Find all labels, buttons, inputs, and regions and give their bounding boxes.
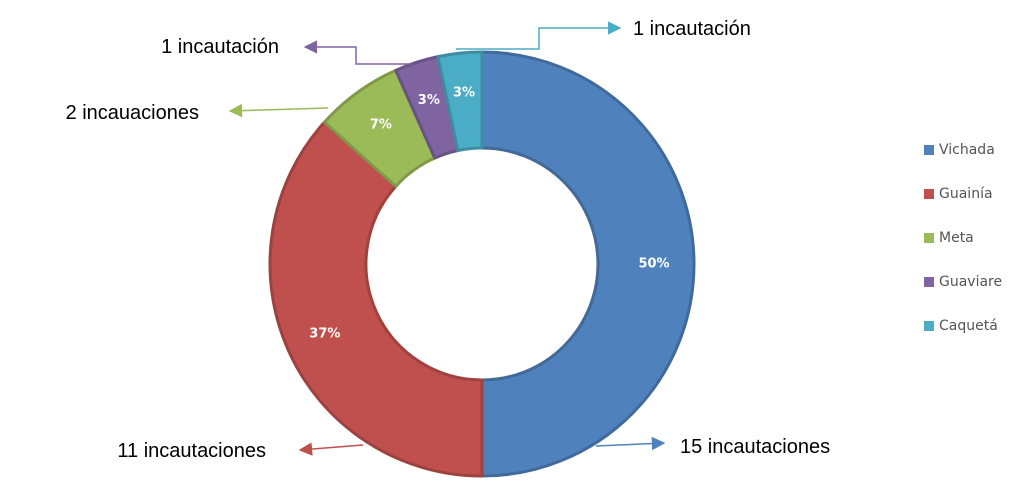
donut-slices [268, 50, 696, 478]
slice-caqueta [436, 50, 484, 153]
percent-labels: 50% 37% 7% 3% 3% [309, 85, 669, 341]
legend-swatch-guainia [924, 189, 934, 199]
callout-label-guainia: 11 incautaciones [117, 440, 266, 462]
callout-arrow-caqueta [456, 21, 622, 50]
legend-label-guaviare: Guaviare [939, 274, 1002, 290]
legend: Vichada Guainía Meta Guaviare Caquetá [924, 142, 1002, 334]
legend-label-meta: Meta [939, 230, 974, 246]
percent-label-vichada: 50% [638, 257, 669, 272]
slice-vichada [480, 50, 696, 478]
percent-label-guainia: 37% [309, 326, 340, 341]
percent-label-meta: 7% [370, 117, 392, 132]
callout-arrow-guainia [298, 442, 364, 456]
slice-guainia [268, 120, 484, 478]
legend-swatch-vichada [924, 145, 934, 155]
callout-label-guaviare: 1 incautación [161, 36, 279, 58]
callout-label-vichada: 15 incautaciones [680, 436, 830, 458]
legend-swatch-guaviare [924, 277, 934, 287]
callout-arrow-vichada [595, 436, 666, 451]
callout-label-caqueta: 1 incautación [633, 18, 751, 40]
percent-label-guaviare: 3% [418, 93, 440, 108]
legend-label-guainia: Guainía [939, 186, 993, 202]
legend-swatch-caqueta [924, 321, 934, 331]
callout-arrow-meta [228, 103, 329, 118]
callout-arrow-guaviare [303, 40, 412, 65]
callout-label-meta: 2 incauaciones [66, 102, 199, 124]
percent-label-caqueta: 3% [453, 85, 475, 100]
legend-label-caqueta: Caquetá [939, 318, 998, 334]
legend-swatch-meta [924, 233, 934, 243]
callouts: 15 incautaciones 11 incautaciones 2 incaua… [66, 18, 831, 462]
legend-label-vichada: Vichada [939, 142, 995, 158]
